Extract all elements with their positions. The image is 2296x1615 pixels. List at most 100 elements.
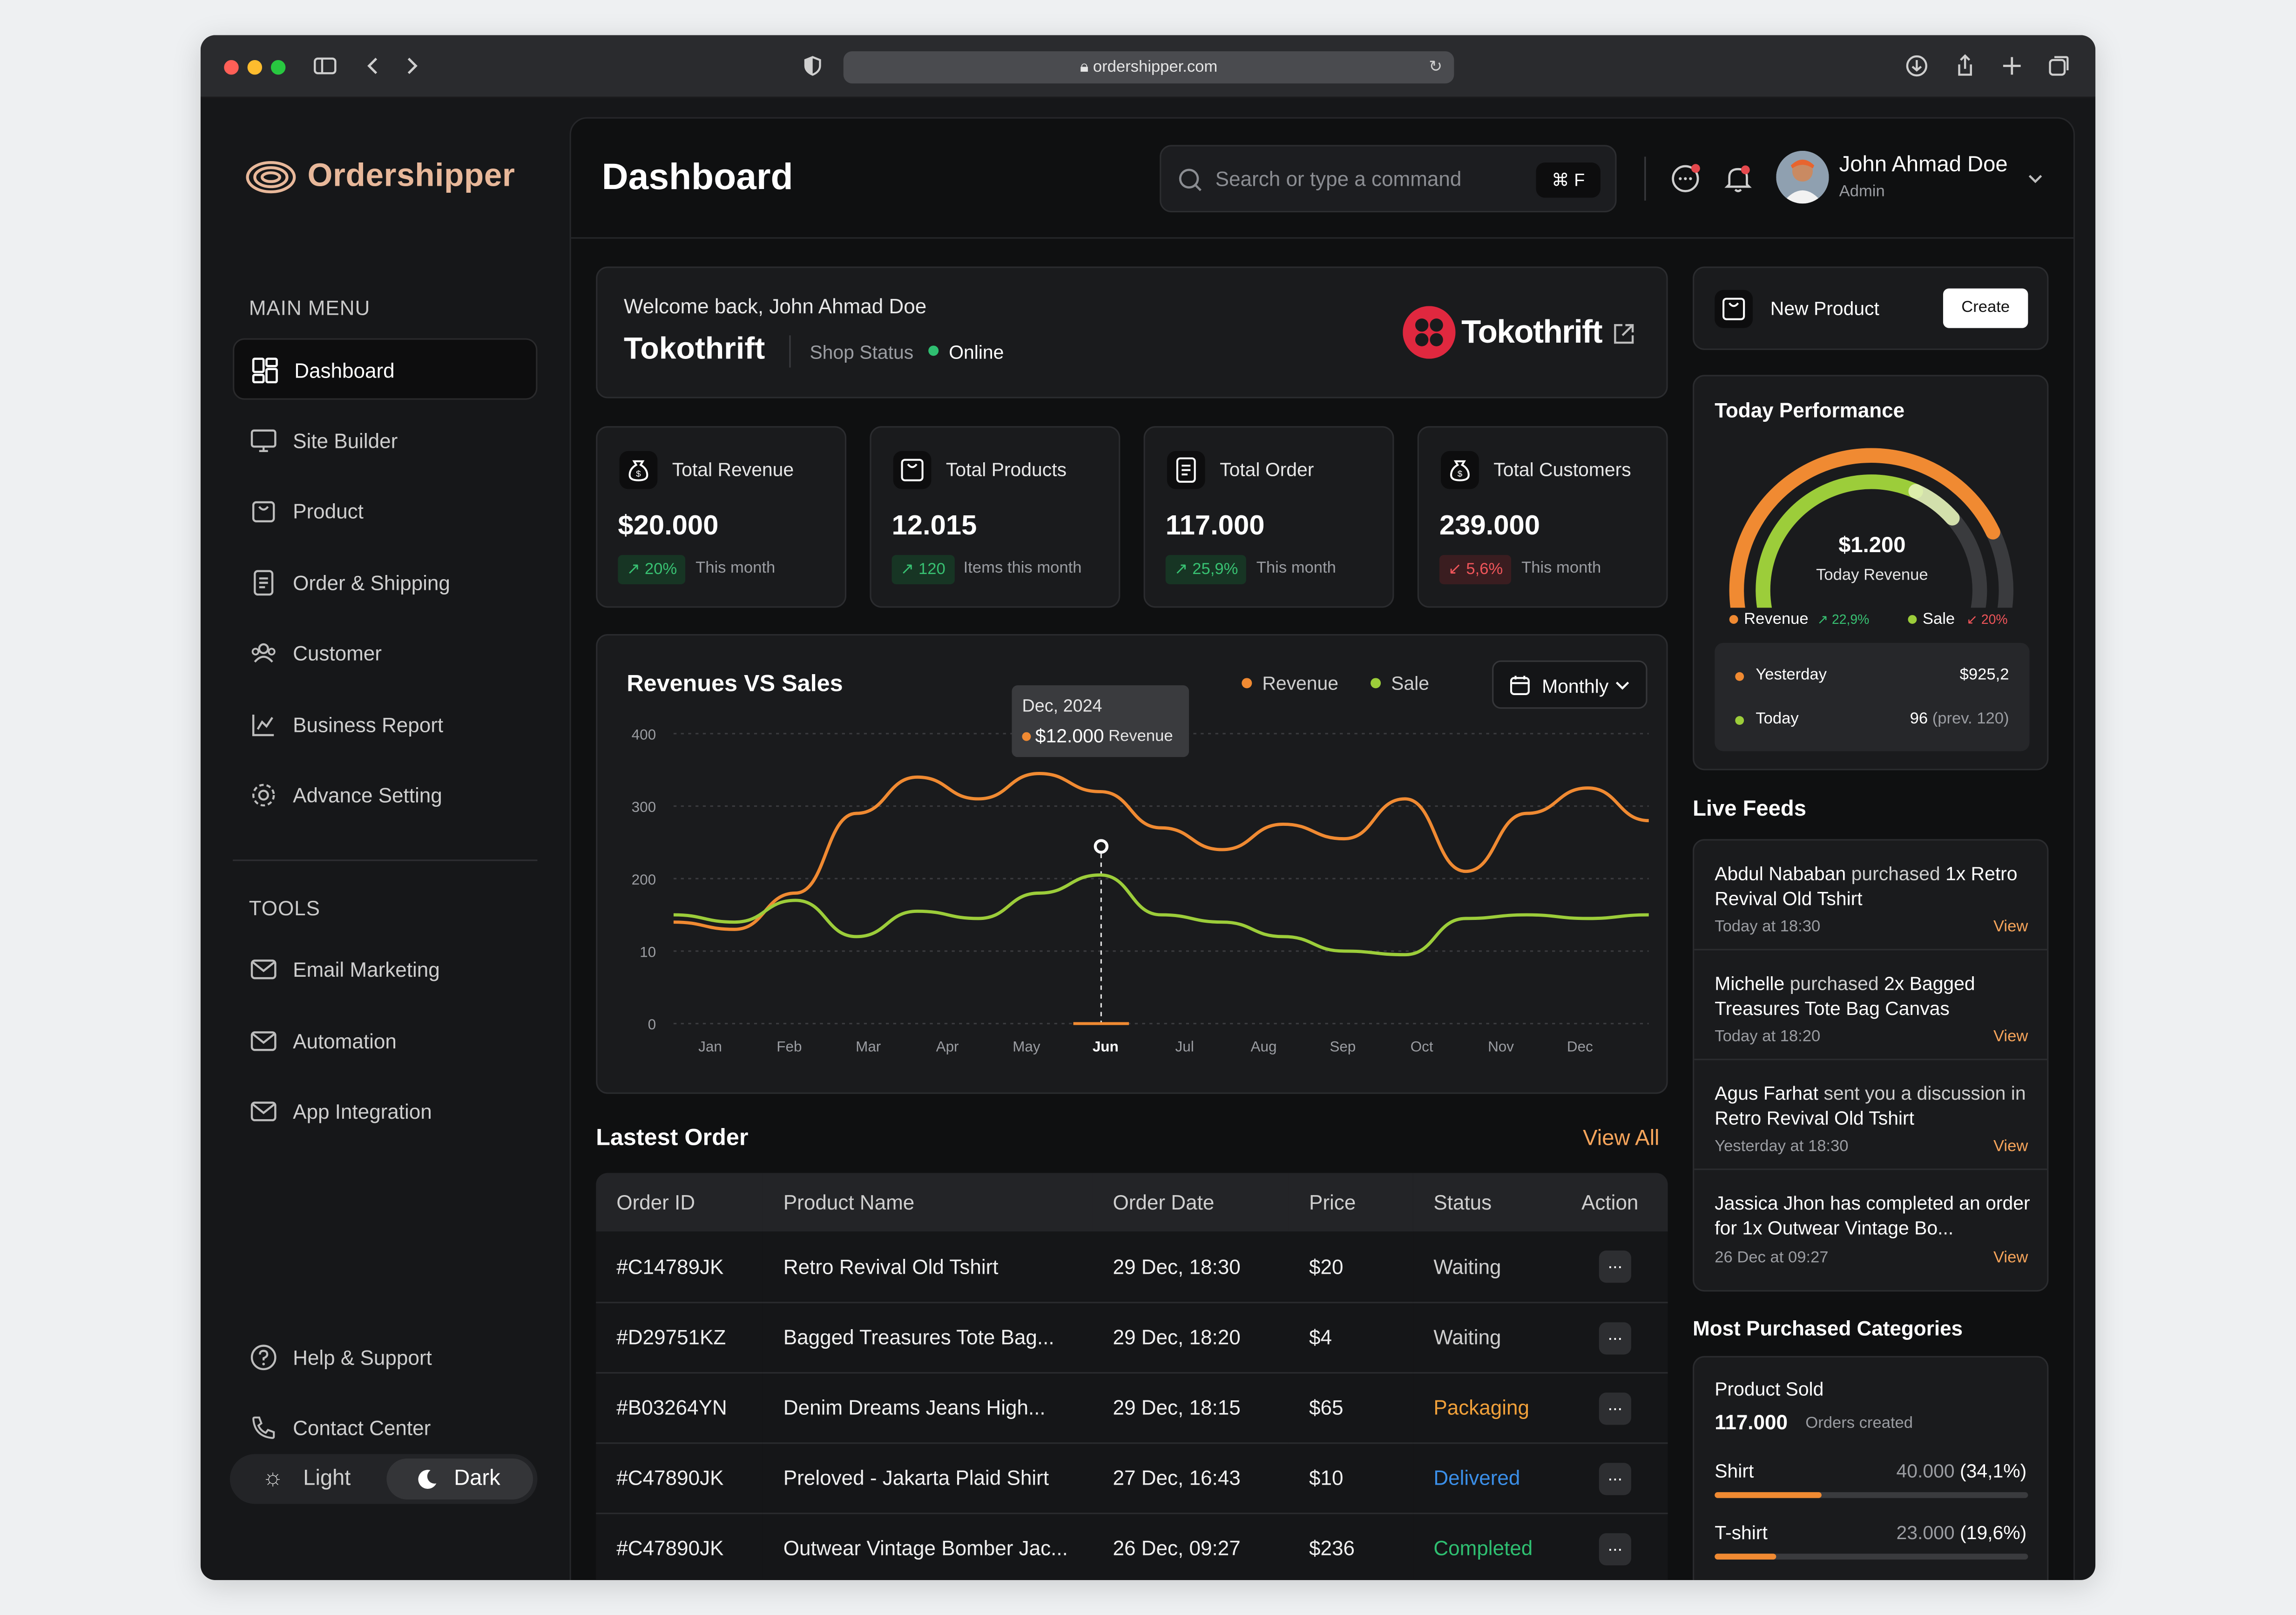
- tab-overview-icon[interactable]: [2046, 53, 2072, 79]
- share-icon[interactable]: [1952, 53, 1979, 79]
- feed-item[interactable]: Abdul Nababan purchased 1x Retro Revival…: [1694, 840, 2047, 951]
- sidebar-item-help-support[interactable]: Help & Support: [233, 1327, 537, 1388]
- dashboard-icon: [252, 358, 278, 384]
- feed-time: Today at 18:20: [1715, 1028, 1821, 1046]
- chevron-down-icon[interactable]: [2025, 170, 2046, 188]
- today-dot: [1735, 716, 1744, 725]
- sidebar-item-app-integration[interactable]: App Integration: [233, 1081, 537, 1142]
- categories-card: Product Sold 117.000 Orders created Shir…: [1693, 1356, 2049, 1580]
- feed-view-link[interactable]: View: [1993, 918, 2028, 936]
- theme-toggle[interactable]: ☼ Light Dark: [230, 1454, 538, 1504]
- maximize-window-button[interactable]: [270, 60, 286, 75]
- sidebar-item-product[interactable]: Product: [233, 480, 537, 542]
- sidebar-item-dashboard[interactable]: Dashboard: [233, 338, 538, 400]
- order-id: #C47890JK: [596, 1442, 763, 1514]
- sidebar-item-label: Automation: [293, 1029, 397, 1053]
- row-action-button[interactable]: ...: [1599, 1392, 1631, 1424]
- feed-item[interactable]: Michelle purchased 2x Bagged Treasures T…: [1694, 950, 2047, 1061]
- feed-item[interactable]: Agus Farhat sent you a discussion in Ret…: [1694, 1060, 2047, 1170]
- table-row[interactable]: #C47890JK Preloved - Jakarta Plaid Shirt…: [596, 1442, 1668, 1514]
- product-name: Retro Revival Old Tshirt: [763, 1231, 1093, 1303]
- trend-down-icon: ↙: [1966, 612, 1981, 627]
- row-action-button[interactable]: ...: [1599, 1321, 1631, 1354]
- theme-dark-option[interactable]: Dark: [386, 1458, 533, 1500]
- search-box[interactable]: Search or type a command ⌘ F: [1160, 145, 1617, 213]
- today-prev-value: (prev. 120): [1932, 710, 2009, 728]
- trend-up-icon: ↗: [1817, 612, 1832, 627]
- view-all-link[interactable]: View All: [1583, 1126, 1660, 1151]
- stat-delta-badge: ↙ 5,6%: [1439, 555, 1512, 585]
- avatar[interactable]: [1776, 150, 1829, 204]
- feed-view-link[interactable]: View: [1993, 1137, 2028, 1156]
- sidebar-item-business-report[interactable]: Business Report: [233, 694, 537, 756]
- row-action-button[interactable]: ...: [1599, 1462, 1631, 1494]
- stat-card-products: Total Products 12.015 ↗ 120 Items this m…: [870, 426, 1121, 608]
- category-name: T-shirt: [1715, 1521, 1768, 1544]
- order-price: $65: [1288, 1372, 1413, 1443]
- privacy-shield-icon[interactable]: [801, 53, 824, 79]
- trend-up-icon: ↗: [900, 561, 919, 579]
- app-name: Ordershipper: [307, 156, 515, 194]
- sidebar-item-contact-center[interactable]: Contact Center: [233, 1397, 537, 1459]
- sidebar-item-email-marketing[interactable]: Email Marketing: [233, 939, 537, 1000]
- row-action-button[interactable]: ...: [1599, 1532, 1631, 1565]
- category-value: 40.000 (34,1%): [1896, 1460, 2027, 1482]
- sidebar-item-order-shipping[interactable]: Order & Shipping: [233, 552, 537, 614]
- chat-icon[interactable]: [1669, 162, 1702, 195]
- order-id: #D29751KZ: [596, 1302, 763, 1373]
- x-tick-label: Jun: [1093, 1038, 1119, 1054]
- shop-name: Tokothrift: [623, 332, 765, 366]
- feed-item[interactable]: Jassica Jhon has completed an order for …: [1694, 1170, 2047, 1280]
- y-tick-label: 10: [640, 944, 656, 960]
- reload-icon[interactable]: ↻: [1429, 58, 1443, 76]
- table-row[interactable]: #B03264YN Denim Dreams Jeans High... 29 …: [596, 1372, 1668, 1443]
- download-icon[interactable]: [1904, 53, 1930, 79]
- external-link-icon[interactable]: [1611, 321, 1637, 347]
- forward-icon[interactable]: [401, 53, 422, 79]
- table-row[interactable]: #C47890JK Outwear Vintage Bomber Jac... …: [596, 1513, 1668, 1580]
- mail-icon: [250, 1101, 277, 1122]
- feed-view-link[interactable]: View: [1993, 1028, 2028, 1046]
- feed-view-link[interactable]: View: [1993, 1249, 2028, 1267]
- orders-title: Lastest Order: [596, 1126, 749, 1151]
- feed-text: Jassica Jhon has completed an order for …: [1715, 1192, 2030, 1239]
- sidebar-item-automation[interactable]: Automation: [233, 1010, 537, 1072]
- orders-table: Order ID Product Name Order Date Price S…: [596, 1173, 1668, 1580]
- category-value: 23.000 (19,6%): [1896, 1521, 2027, 1544]
- y-tick-label: 200: [632, 872, 656, 888]
- document-icon: [1167, 451, 1205, 489]
- series-line-sale: [673, 873, 1649, 957]
- user-avatar-image: [1776, 150, 1829, 204]
- sidebar-item-site-builder[interactable]: Site Builder: [233, 410, 537, 472]
- product-name: Preloved - Jakarta Plaid Shirt: [763, 1442, 1093, 1514]
- revenue-gauge: [1729, 448, 2013, 608]
- sidebar-item-customer[interactable]: Customer: [233, 622, 537, 684]
- mail-icon: [250, 1031, 277, 1051]
- period-select[interactable]: Monthly: [1492, 660, 1648, 709]
- order-price: $20: [1288, 1231, 1413, 1303]
- row-action-button[interactable]: ...: [1599, 1250, 1631, 1284]
- order-price: $236: [1288, 1513, 1413, 1580]
- column-header: Price: [1288, 1173, 1413, 1232]
- order-status: Delivered: [1413, 1442, 1561, 1514]
- back-icon[interactable]: [363, 53, 384, 79]
- table-row[interactable]: #C14789JK Retro Revival Old Tshirt 29 De…: [596, 1231, 1668, 1303]
- minimize-window-button[interactable]: [247, 60, 263, 75]
- close-window-button[interactable]: [224, 60, 239, 75]
- search-input[interactable]: Search or type a command: [1215, 167, 1462, 190]
- browser-toolbar: 🔒︎ ordershipper.com ↻: [200, 35, 2096, 98]
- order-date: 29 Dec, 18:15: [1092, 1372, 1289, 1443]
- sidebar-item-advance-setting[interactable]: Advance Setting: [233, 764, 537, 826]
- yesterday-value: $925,2: [1959, 666, 2009, 684]
- table-row[interactable]: #D29751KZ Bagged Treasures Tote Bag... 2…: [596, 1302, 1668, 1373]
- sidebar-item-label: Product: [293, 499, 364, 523]
- theme-light-option[interactable]: ☼ Light: [236, 1459, 382, 1500]
- stat-subtitle: This month: [1521, 559, 1601, 577]
- new-tab-icon[interactable]: [1999, 53, 2025, 79]
- bell-icon[interactable]: [1722, 162, 1754, 195]
- create-button[interactable]: Create: [1943, 288, 2028, 328]
- order-price: $4: [1288, 1302, 1413, 1373]
- address-bar[interactable]: 🔒︎ ordershipper.com ↻: [843, 51, 1454, 84]
- sidebar-toggle-icon[interactable]: [312, 53, 338, 79]
